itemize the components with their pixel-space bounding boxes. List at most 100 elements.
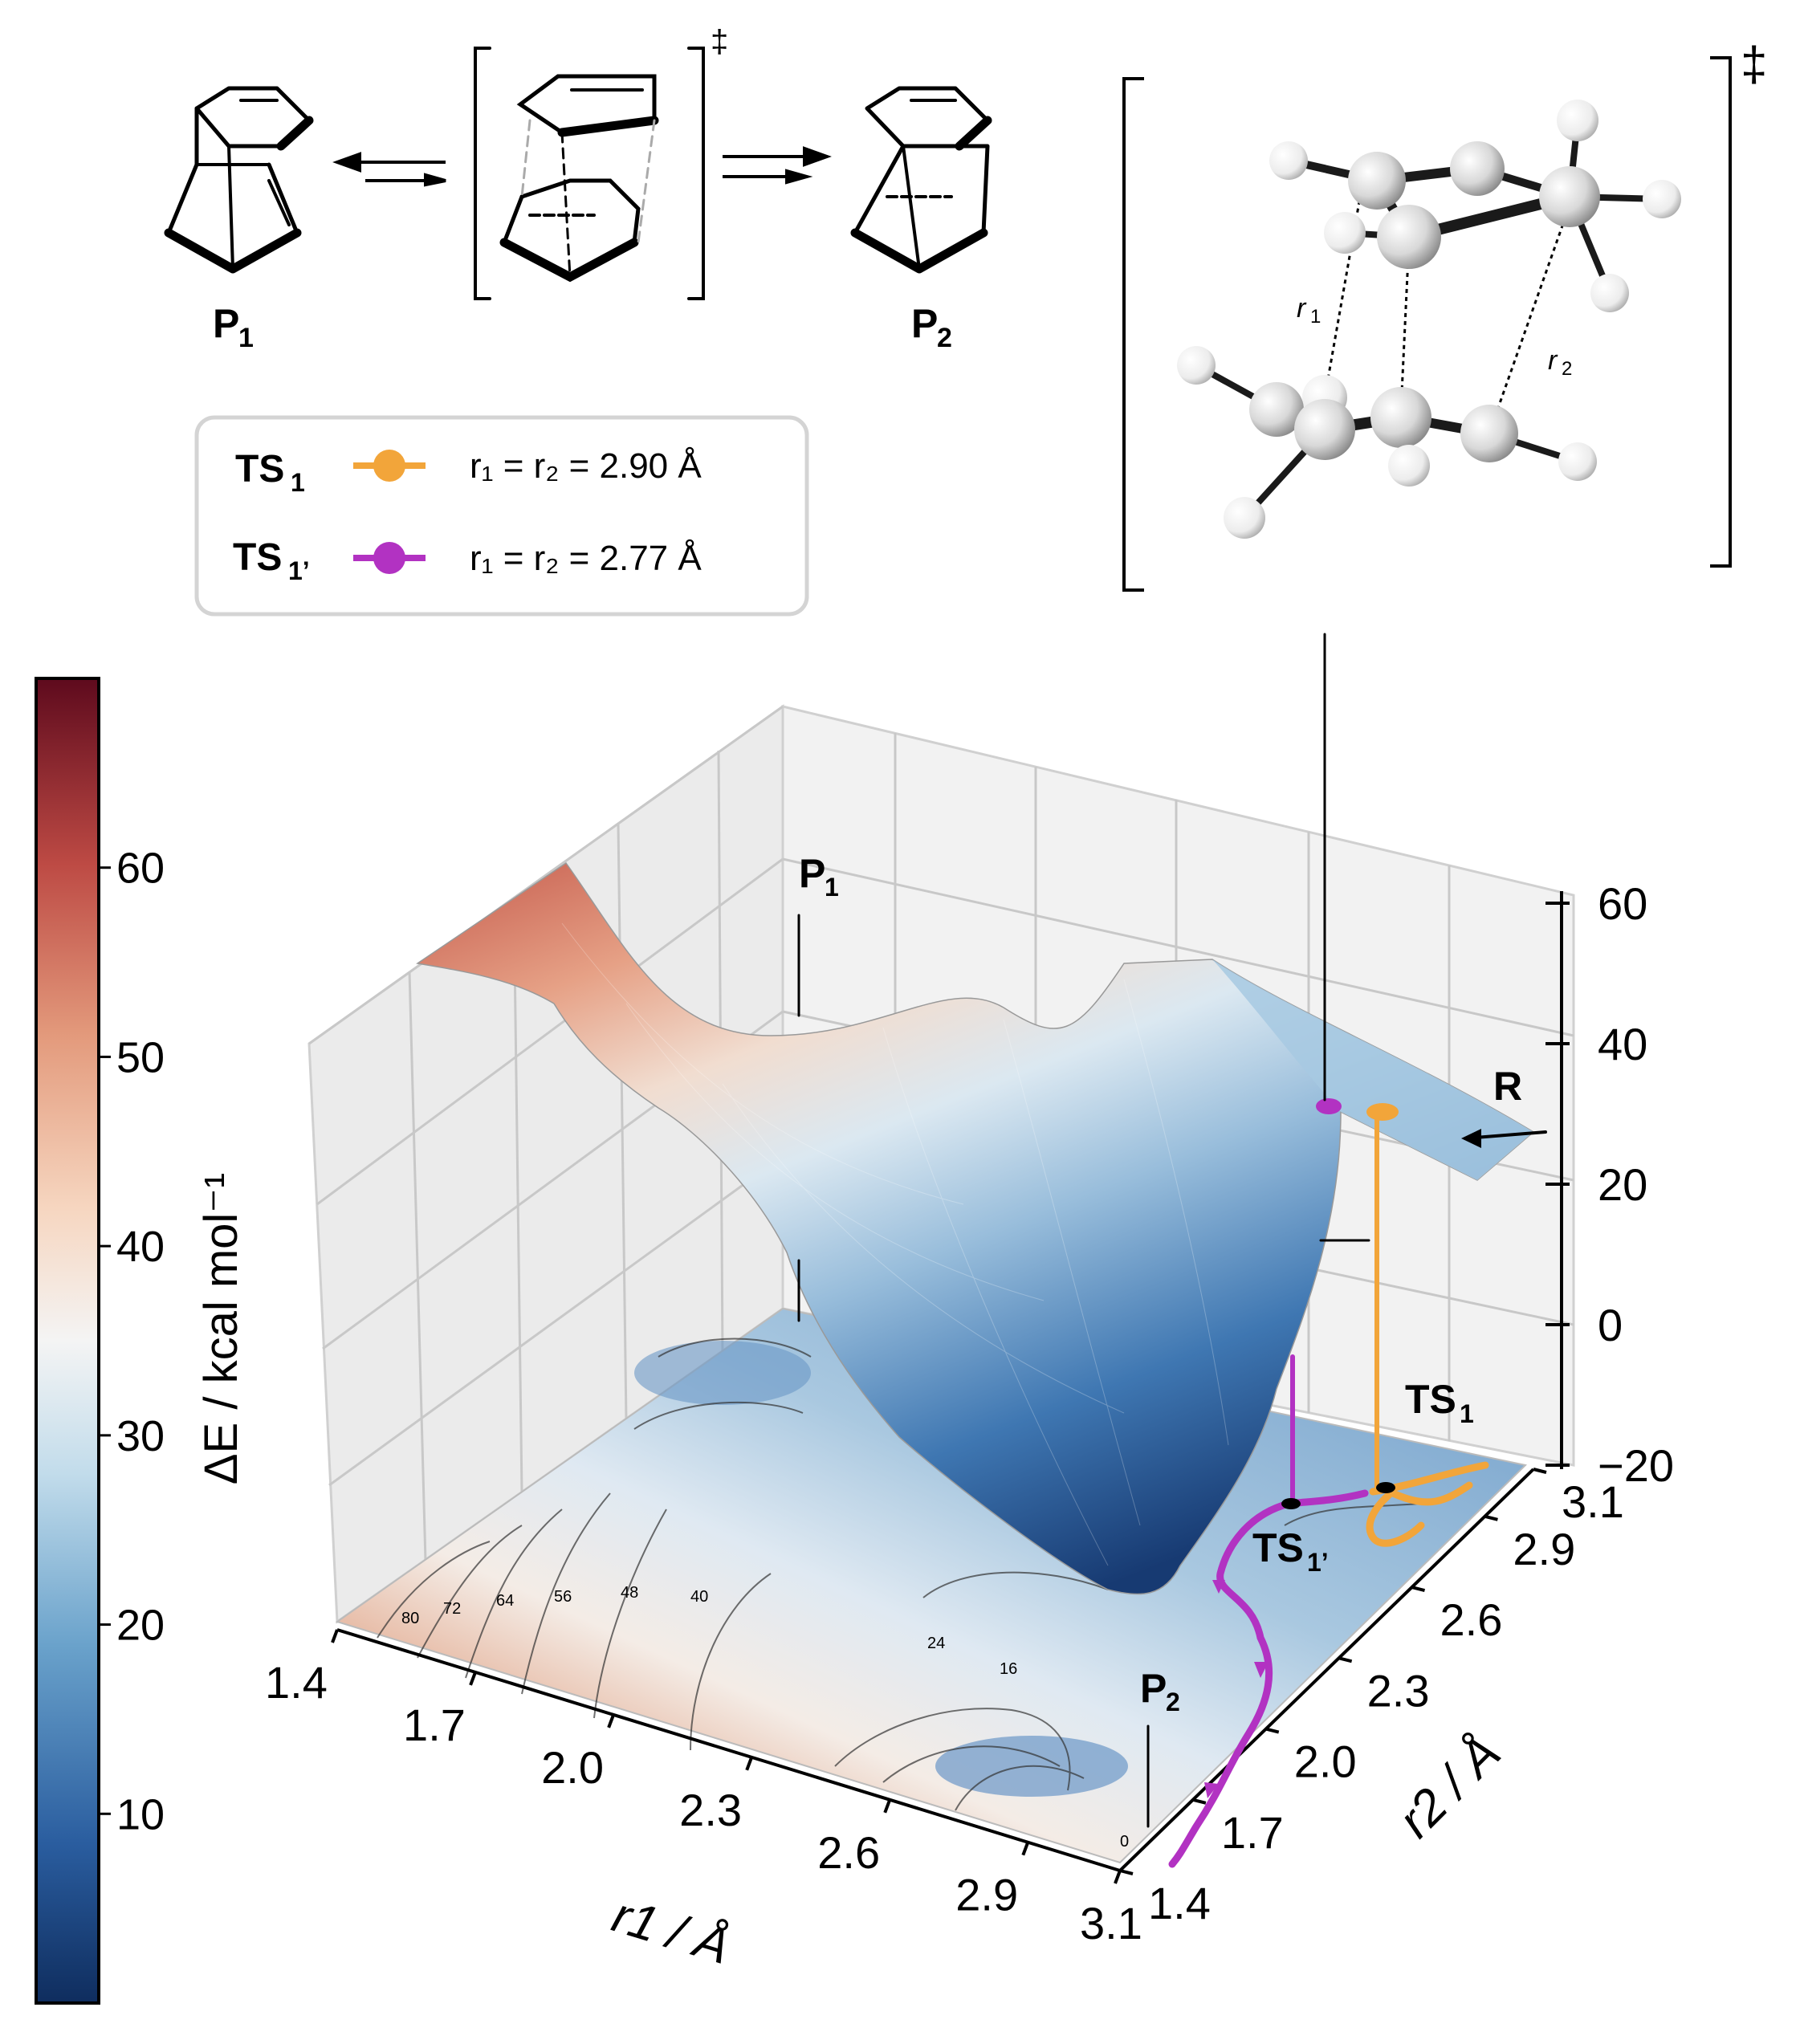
x-tick-label: 2.9 [955, 1870, 1018, 1920]
ts-bracket-structure [474, 47, 705, 300]
y-tick [1533, 1468, 1547, 1474]
z-tick-label: 0 [1598, 1300, 1623, 1350]
z-tick-label: 20 [1598, 1159, 1647, 1210]
z-axis-ticks: 60 40 20 0 −20 [1545, 878, 1674, 1491]
legend-ts1p-text: r₁ = r₂ = 2.77 Å [470, 539, 702, 578]
colorbar-tick-label: 50 [116, 1033, 165, 1081]
ts1p-point-label: TS [1252, 1525, 1304, 1570]
legend-ts1-marker [373, 450, 405, 482]
y-tick-label: 2.3 [1367, 1665, 1430, 1716]
ts1p-marker [1316, 1098, 1342, 1114]
r2-subscript: 2 [1562, 358, 1572, 380]
p2-subscript: 2 [937, 323, 952, 353]
p2-label: P [911, 301, 938, 346]
colorbar-tick-label: 30 [116, 1412, 165, 1460]
contour-lines [377, 1338, 1446, 1811]
y-tick [1484, 1514, 1498, 1521]
colorbar-tick-label: 20 [116, 1602, 165, 1650]
y-axis-label: r2 / Å [1388, 1725, 1512, 1849]
legend-ts1p-label: TS [233, 536, 282, 579]
legend: TS 1 r₁ = r₂ = 2.90 Å TS 1’ r₁ = r₂ = 2.… [194, 415, 809, 617]
r1-label: r [1297, 293, 1307, 324]
x-tick-label: 2.0 [541, 1742, 604, 1793]
contour-label: 0 [1120, 1833, 1129, 1851]
ts-3d-structure: ‡ [1122, 37, 1767, 592]
ts1p-point-subscript: 1’ [1307, 1548, 1329, 1577]
colorbar-tick-label: 10 [116, 1790, 165, 1838]
reaction-paths [797, 633, 1547, 1868]
x-axis-label: r1 / Å [606, 1887, 736, 1975]
y-axis-ticks: 1.41.72.02.32.62.93.1 [1119, 1468, 1624, 1928]
z-tick-label: 40 [1598, 1019, 1647, 1069]
x-tick [1114, 1870, 1122, 1884]
legend-box [194, 415, 809, 617]
x-tick [1021, 1842, 1030, 1856]
surface-plot: 8072645648402416160 1.41.72.02.32.62.93.… [265, 633, 1674, 1975]
legend-ts1-label: TS [235, 448, 284, 491]
y-tick-label: 1.4 [1148, 1878, 1211, 1928]
colorbar-tick-label: 60 [116, 845, 165, 893]
structure-double-dagger: ‡ [1741, 37, 1767, 91]
y-tick [1119, 1869, 1134, 1875]
x-tick-label: 1.7 [403, 1700, 466, 1750]
contour-label: 24 [927, 1635, 945, 1652]
x-tick-label: 1.4 [265, 1657, 328, 1708]
ts1-floor-point [1376, 1482, 1395, 1493]
ts1p-path-arrow-1 [1212, 1580, 1225, 1594]
contour-label: 48 [621, 1584, 638, 1602]
legend-ts1p-subscript: 1’ [288, 556, 310, 585]
legend-ts1-subscript: 1 [291, 468, 305, 497]
r1-subscript: 1 [1310, 306, 1321, 328]
p2-point-label: P [1140, 1666, 1167, 1711]
y-tick [1338, 1656, 1353, 1663]
legend-ts1-text: r₁ = r₂ = 2.90 Å [470, 446, 702, 486]
ts1p-floor-point [1281, 1498, 1301, 1509]
ts1p-path-arrow-3 [1204, 1782, 1219, 1798]
p1-point-subscript: 1 [825, 873, 839, 902]
y-tick [1411, 1586, 1426, 1592]
r-point-label: R [1493, 1064, 1522, 1109]
colorbar: 60 50 40 30 20 10 ΔE / kcal mol⁻¹ [35, 677, 247, 2005]
p2-structure [850, 86, 992, 274]
legend-ts1p-marker [373, 542, 405, 574]
x-tick [883, 1799, 892, 1814]
surface-reactant-valley [1212, 959, 1533, 1180]
x-axis-ticks: 1.4 1.7 2.0 2.3 2.6 2.9 3.1 [265, 1629, 1142, 1948]
x-tick [745, 1757, 754, 1771]
p1-point-label: P [799, 851, 825, 896]
structure-atoms [1177, 100, 1681, 539]
y-tick-label: 2.6 [1440, 1594, 1503, 1645]
x-tick-label: 2.6 [817, 1827, 880, 1878]
p1-structure [164, 86, 314, 274]
ts1-point-subscript: 1 [1460, 1399, 1474, 1428]
contour-label: 56 [554, 1588, 572, 1606]
z-tick-label: −20 [1598, 1440, 1674, 1491]
equilibrium-arrows-right [723, 146, 832, 185]
reaction-scheme: P 1 ‡ [164, 24, 992, 353]
y-tick [1192, 1798, 1207, 1805]
p1-subscript: 1 [238, 323, 254, 353]
ts-double-dagger: ‡ [711, 24, 728, 59]
ts1p-path-arrow-2 [1254, 1662, 1269, 1678]
y-tick-label: 1.7 [1221, 1807, 1284, 1858]
contour-label: 16 [1000, 1660, 1017, 1678]
contour-label: 72 [443, 1600, 461, 1618]
colorbar-tick-label: 40 [116, 1223, 165, 1271]
floor-basin-p1 [634, 1341, 811, 1405]
p1-label: P [213, 301, 239, 346]
x-tick-label: 2.3 [679, 1785, 742, 1835]
colorbar-gradient [35, 677, 100, 2005]
ts1-point-label: TS [1405, 1377, 1456, 1422]
colorbar-label: ΔE / kcal mol⁻¹ [195, 1173, 247, 1484]
point-labels: P 1 P 2 R TS 1 TS 1’ [799, 851, 1522, 1716]
contour-label: 80 [401, 1610, 419, 1627]
ts1-marker [1366, 1103, 1399, 1121]
x-tick [469, 1671, 477, 1686]
p2-point-subscript: 2 [1166, 1688, 1180, 1716]
r2-label: r [1548, 345, 1558, 376]
y-tick-label: 3.1 [1562, 1476, 1624, 1527]
contour-label: 40 [690, 1588, 708, 1606]
surface-mesh [561, 922, 1229, 1566]
x-tick [607, 1714, 615, 1728]
contour-label: 64 [496, 1592, 514, 1610]
